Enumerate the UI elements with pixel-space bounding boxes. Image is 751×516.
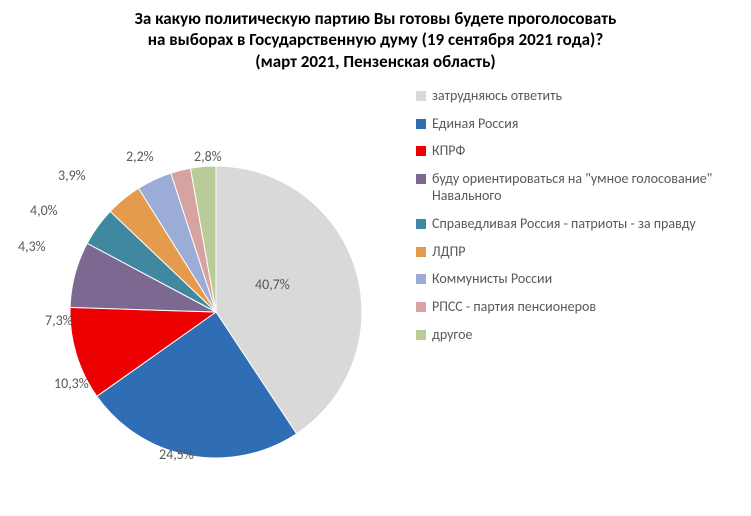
pie-value-label: 2,8% — [194, 148, 222, 165]
legend-label: КПРФ — [432, 143, 465, 160]
legend-item: КПРФ — [416, 143, 737, 160]
pie-svg — [10, 76, 410, 496]
legend-item: Единая Россия — [416, 116, 737, 133]
pie-value-label: 7,3% — [45, 312, 73, 329]
legend-label: Справедливая Россия - патриоты - за прав… — [432, 216, 696, 233]
legend-item: ЛДПР — [416, 244, 737, 261]
legend-swatch — [416, 219, 426, 229]
legend-label: затрудняюсь ответить — [432, 88, 562, 105]
legend-swatch — [416, 274, 426, 284]
legend: затрудняюсь ответить Единая Россия КПРФ буд… — [410, 76, 741, 355]
pie-value-label: 24,5% — [159, 446, 194, 463]
title-line-1: За какую политическую партию Вы готовы б… — [30, 8, 721, 29]
legend-swatch — [416, 247, 426, 257]
legend-label: ЛДПР — [432, 244, 466, 261]
legend-item: Справедливая Россия - патриоты - за прав… — [416, 216, 737, 233]
legend-swatch — [416, 302, 426, 312]
legend-label: РПСС - партия пенсионеров — [432, 299, 596, 316]
legend-label: Единая Россия — [432, 116, 518, 133]
chart-container: За какую политическую партию Вы готовы б… — [0, 0, 751, 516]
legend-label: буду ориентироваться на "умное голосован… — [432, 171, 722, 205]
title-line-3: (март 2021, Пензенская область) — [30, 51, 721, 72]
pie-value-label: 2,2% — [126, 148, 154, 165]
legend-swatch — [416, 119, 426, 129]
pie-area: 40,7% 24,5% 10,3% 7,3% 4,3% 4,0% 3,9% 2,2% 2,8% — [10, 76, 410, 496]
legend-swatch — [416, 174, 426, 184]
chart-title: За какую политическую партию Вы готовы б… — [30, 8, 721, 72]
legend-swatch — [416, 91, 426, 101]
legend-swatch — [416, 146, 426, 156]
pie-value-label: 4,0% — [30, 202, 58, 219]
pie-value-label: 3,9% — [58, 167, 86, 184]
legend-label: другое — [432, 327, 472, 344]
pie-slices — [70, 166, 362, 458]
legend-item: затрудняюсь ответить — [416, 88, 737, 105]
legend-item: РПСС - партия пенсионеров — [416, 299, 737, 316]
chart-body: 40,7%24,5%10,3%7,3%4,3%4,0%3,9%2,2%2,8% … — [10, 76, 741, 496]
pie-value-label: 4,3% — [18, 238, 46, 255]
legend-swatch — [416, 330, 426, 340]
legend-item: буду ориентироваться на "умное голосован… — [416, 171, 737, 205]
legend-item: другое — [416, 327, 737, 344]
title-line-2: на выборах в Государственную думу (19 се… — [30, 29, 721, 50]
legend-item: Коммунисты России — [416, 271, 737, 288]
pie-value-label: 10,3% — [54, 375, 89, 392]
legend-label: Коммунисты России — [432, 271, 552, 288]
pie-value-label: 40,7% — [255, 276, 290, 293]
